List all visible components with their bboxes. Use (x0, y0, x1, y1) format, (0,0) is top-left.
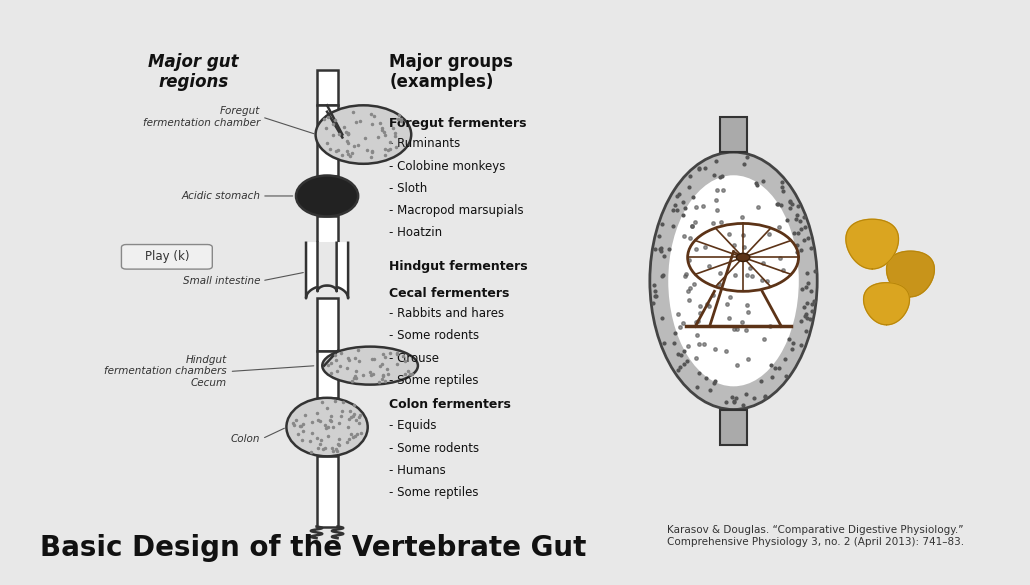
Text: - Some reptiles: - Some reptiles (389, 374, 479, 387)
Text: - Humans: - Humans (389, 464, 446, 477)
Text: - Colobine monkeys: - Colobine monkeys (389, 160, 506, 173)
Text: Foregut fermenters: Foregut fermenters (389, 117, 526, 130)
Polygon shape (863, 283, 909, 325)
Text: Colon: Colon (231, 433, 261, 444)
Bar (316, 298, 338, 351)
Ellipse shape (650, 152, 817, 410)
Text: Small intestine: Small intestine (182, 276, 261, 286)
Text: Hindgut
fermentation chambers
Cecum: Hindgut fermentation chambers Cecum (104, 355, 227, 388)
Bar (316, 456, 338, 526)
Text: Foregut
fermentation chamber: Foregut fermentation chamber (143, 106, 261, 128)
Polygon shape (317, 243, 337, 291)
Text: Hindgut fermenters: Hindgut fermenters (389, 260, 527, 273)
Bar (720, 410, 747, 445)
Text: - Hoatzin: - Hoatzin (389, 226, 442, 239)
Bar (720, 117, 747, 152)
Text: Acidic stomach: Acidic stomach (181, 191, 261, 201)
Ellipse shape (322, 346, 418, 385)
Text: - Some reptiles: - Some reptiles (389, 486, 479, 499)
Text: - Macropod marsupials: - Macropod marsupials (389, 204, 524, 217)
Ellipse shape (296, 176, 358, 216)
Text: - Grouse: - Grouse (389, 352, 439, 364)
Text: Play (k): Play (k) (145, 250, 190, 263)
Ellipse shape (286, 398, 368, 456)
Polygon shape (887, 251, 934, 297)
Text: Karasov & Douglas. “Comparative Digestive Physiology.”
Comprehensive Physiology : Karasov & Douglas. “Comparative Digestiv… (666, 525, 964, 547)
FancyBboxPatch shape (122, 245, 212, 269)
Text: - Equids: - Equids (389, 419, 437, 432)
Text: - Rabbits and hares: - Rabbits and hares (389, 307, 505, 320)
Text: Colon fermenters: Colon fermenters (389, 398, 511, 411)
Text: - Ruminants: - Ruminants (389, 137, 460, 150)
Polygon shape (306, 243, 348, 298)
Bar (316, 351, 338, 398)
Circle shape (736, 253, 750, 261)
Bar (316, 70, 338, 105)
Text: Cecal fermenters: Cecal fermenters (389, 287, 510, 300)
Text: - Some rodents: - Some rodents (389, 442, 479, 455)
Text: Major gut
regions: Major gut regions (148, 53, 239, 91)
Bar (316, 105, 338, 176)
Text: - Sloth: - Sloth (389, 182, 427, 195)
Bar (316, 216, 338, 243)
Ellipse shape (315, 105, 411, 164)
Text: - Some rodents: - Some rodents (389, 329, 479, 342)
Polygon shape (846, 219, 898, 269)
Ellipse shape (668, 176, 799, 386)
Text: Basic Design of the Vertebrate Gut: Basic Design of the Vertebrate Gut (39, 534, 586, 562)
Text: Major groups
(examples): Major groups (examples) (389, 53, 513, 91)
